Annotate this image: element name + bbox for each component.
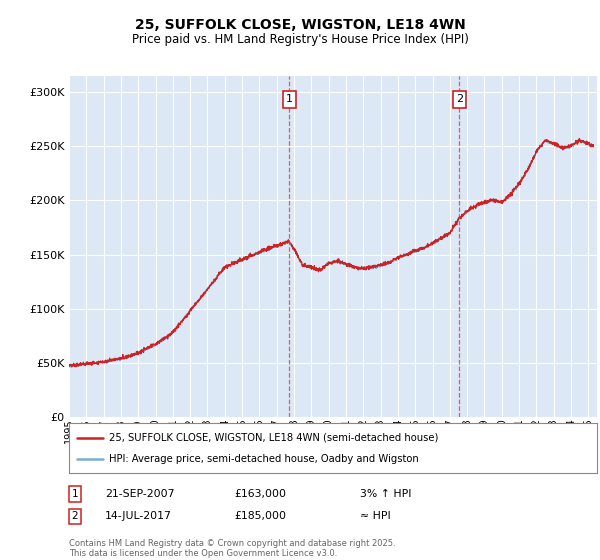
- Text: ≈ HPI: ≈ HPI: [360, 511, 391, 521]
- Text: 14-JUL-2017: 14-JUL-2017: [105, 511, 172, 521]
- Text: 3% ↑ HPI: 3% ↑ HPI: [360, 489, 412, 499]
- Text: Contains HM Land Registry data © Crown copyright and database right 2025.: Contains HM Land Registry data © Crown c…: [69, 539, 395, 548]
- Text: 21-SEP-2007: 21-SEP-2007: [105, 489, 175, 499]
- Text: 1: 1: [286, 95, 293, 105]
- Text: Price paid vs. HM Land Registry's House Price Index (HPI): Price paid vs. HM Land Registry's House …: [131, 32, 469, 46]
- Text: 25, SUFFOLK CLOSE, WIGSTON, LE18 4WN (semi-detached house): 25, SUFFOLK CLOSE, WIGSTON, LE18 4WN (se…: [109, 433, 438, 443]
- Text: £163,000: £163,000: [234, 489, 286, 499]
- Text: 1: 1: [71, 489, 79, 499]
- Text: 2: 2: [71, 511, 79, 521]
- Text: £185,000: £185,000: [234, 511, 286, 521]
- Text: 2: 2: [455, 95, 463, 105]
- Text: HPI: Average price, semi-detached house, Oadby and Wigston: HPI: Average price, semi-detached house,…: [109, 454, 418, 464]
- Text: 25, SUFFOLK CLOSE, WIGSTON, LE18 4WN: 25, SUFFOLK CLOSE, WIGSTON, LE18 4WN: [134, 18, 466, 32]
- Text: This data is licensed under the Open Government Licence v3.0.: This data is licensed under the Open Gov…: [69, 549, 337, 558]
